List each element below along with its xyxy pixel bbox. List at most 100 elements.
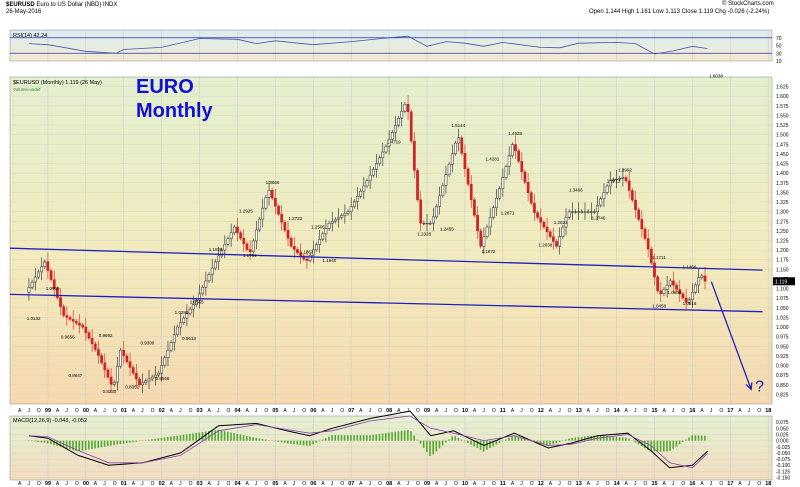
price-tick-label: 1.375 — [776, 181, 789, 187]
candle-body — [447, 163, 451, 175]
candle-body — [157, 372, 160, 376]
candle-body — [542, 221, 546, 228]
macd-hist-bar — [369, 435, 371, 441]
candle-body — [634, 199, 637, 210]
macd-hist-bar — [372, 434, 374, 441]
macd-hist-bar — [208, 431, 210, 441]
price-tick-label: 1.425 — [776, 162, 789, 168]
candle-body — [580, 211, 584, 213]
macd-hist-bar — [81, 440, 84, 451]
price-point-label: 1.3711 — [607, 178, 621, 183]
x-tick-month-bottom: A — [549, 481, 553, 487]
macd-hist-bar — [448, 439, 450, 441]
macd-hist-bar — [106, 440, 109, 447]
x-tick-month-bottom: A — [700, 481, 704, 487]
macd-hist-bar — [119, 440, 122, 445]
candle-body — [286, 229, 290, 239]
x-tick-month-bottom: J — [710, 481, 713, 487]
candle-body — [517, 150, 520, 162]
price-point-label: 1.0565 — [190, 299, 204, 304]
candle-body — [659, 290, 663, 294]
candle-body — [52, 279, 56, 289]
candles — [27, 95, 707, 394]
x-tick-month: O — [189, 408, 193, 414]
candle-body — [185, 313, 189, 319]
macd-hist-bar — [201, 432, 204, 441]
macd-hist-bar — [353, 435, 355, 441]
macd-hist-bar — [65, 440, 68, 449]
candle-body — [444, 174, 448, 186]
price-point-label: 1.1711 — [652, 255, 666, 260]
price-point-label: 0.8568 — [156, 376, 170, 381]
candle-body — [116, 365, 119, 383]
chart-header: $EURUSD Euro to US Dollar (NBD) INDX — [6, 2, 117, 8]
x-tick-month-bottom: J — [634, 481, 637, 487]
x-tick-month-bottom: J — [179, 481, 182, 487]
x-tick-month-bottom: O — [189, 481, 193, 487]
price-tick-label: 0.975 — [776, 335, 789, 341]
macd-hist-bar — [413, 435, 415, 441]
candle-body — [337, 217, 340, 220]
macd-hist-bar — [293, 440, 295, 445]
x-tick-month-bottom: O — [681, 481, 685, 487]
x-tick-year: 04 — [234, 408, 241, 414]
candle-body — [150, 376, 154, 380]
symbol: $EURUSD — [6, 2, 35, 8]
macd-hist-bar — [542, 440, 545, 445]
candle-body — [340, 215, 344, 218]
x-tick-year: 99 — [45, 408, 51, 414]
candle-body — [153, 374, 157, 378]
x-tick-month: A — [435, 408, 439, 414]
x-tick-month-bottom: J — [331, 481, 334, 487]
price-tick-label: 1.175 — [776, 258, 789, 264]
candle-body — [100, 355, 103, 363]
macd-hist-bar — [261, 439, 264, 441]
macd-hist-bar — [299, 440, 302, 445]
macd-hist-bar — [514, 435, 517, 441]
candle-body — [668, 280, 672, 286]
candle-body — [694, 284, 697, 293]
macd-signal-line — [28, 415, 708, 469]
candle-body — [195, 299, 198, 305]
candle-body — [662, 289, 666, 294]
x-tick-month-bottom: O — [719, 481, 723, 487]
candle-body — [536, 212, 539, 218]
macd-hist-bar — [552, 440, 554, 445]
macd-hist-bar — [378, 433, 381, 441]
macd-hist-bar — [331, 435, 333, 441]
candle-body — [457, 137, 460, 144]
price-point-label: 1.0289 — [175, 310, 189, 315]
x-tick-month-bottom: J — [596, 481, 599, 487]
candle-body — [612, 179, 615, 181]
macd-hist-bar — [258, 438, 261, 441]
candle-body — [356, 196, 359, 202]
x-tick-month-bottom: O — [37, 481, 41, 487]
candle-body — [476, 215, 479, 232]
candle-body — [182, 317, 186, 323]
exchange: INDX — [103, 2, 118, 8]
x-tick-year-bottom: 10 — [462, 481, 468, 487]
x-tick-month-bottom: A — [662, 481, 666, 487]
x-tick-month: O — [37, 408, 41, 414]
candle-body — [394, 125, 397, 133]
candle-body — [289, 238, 293, 247]
x-tick-month: O — [644, 408, 648, 414]
price-tick-label: 1.150 — [776, 267, 789, 273]
macd-hist-bar — [69, 440, 71, 450]
x-tick-month: A — [700, 408, 704, 414]
candle-body — [229, 232, 233, 239]
macd-hist-bar — [495, 440, 498, 445]
macd-hist-bar — [476, 440, 479, 449]
candle-body — [495, 197, 498, 209]
candle-body — [583, 211, 587, 213]
macd-hist-bar — [403, 430, 406, 441]
x-tick-month: O — [568, 408, 572, 414]
candle-body — [558, 236, 562, 247]
x-tick-month-bottom: A — [283, 481, 287, 487]
x-tick-year-bottom: 03 — [197, 481, 203, 487]
candle-body — [201, 287, 205, 294]
x-tick-month: O — [719, 408, 723, 414]
price-point-label: 1.2455 — [440, 227, 454, 232]
candle-body — [539, 217, 543, 223]
price-point-label: 1.1872 — [482, 249, 496, 254]
